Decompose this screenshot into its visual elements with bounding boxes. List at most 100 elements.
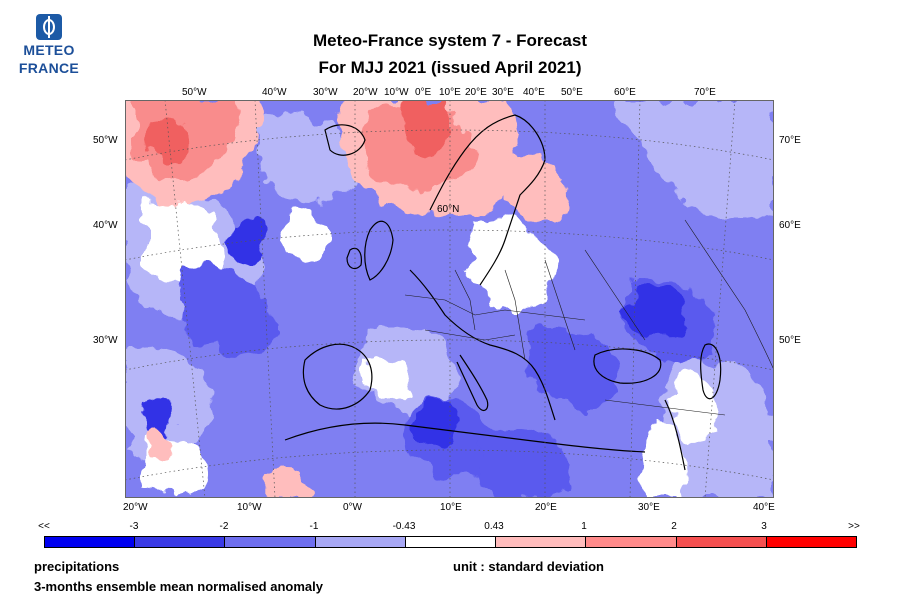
map-top-tick-label: 30°E — [492, 87, 514, 98]
coastline-europe-mainland — [409, 269, 556, 421]
colorbar-cell — [135, 537, 226, 547]
anomaly-white — [642, 420, 689, 498]
anomaly-white — [365, 359, 411, 400]
coastline-iceland-greenland — [324, 124, 366, 156]
map-left-tick-label: 30°W — [93, 335, 118, 346]
anomaly-mid-blue — [180, 268, 277, 358]
country-borders — [404, 219, 774, 416]
variable-label: precipitations — [34, 559, 120, 574]
anomaly-white — [670, 374, 721, 439]
colorbar-cell — [496, 537, 587, 547]
country-border — [454, 269, 476, 331]
coastline-ireland — [346, 247, 362, 270]
colorbar — [44, 536, 857, 548]
anomaly-mid-blue — [525, 328, 621, 409]
colorbar-label: 2 — [671, 521, 677, 532]
anomaly-white — [465, 218, 553, 309]
colorbar-label: >> — [848, 521, 860, 532]
map-bottom-tick-label: 10°E — [440, 502, 462, 513]
map-title: Meteo-France system 7 - Forecast — [313, 31, 587, 50]
coastline-italy — [456, 354, 489, 412]
colorbar-label: -0.43 — [392, 521, 416, 532]
graticule-line — [164, 100, 206, 498]
anomaly-red — [403, 100, 449, 155]
latitude-60n-label: 60°N — [437, 204, 459, 215]
map-bottom-tick-label: 40°E — [753, 502, 775, 513]
coastline-red-sea — [664, 399, 686, 471]
country-border — [684, 219, 774, 371]
map-top-tick-label: 50°E — [561, 87, 583, 98]
logo-text-line2: FRANCE — [18, 60, 80, 76]
graticule-line — [254, 100, 276, 498]
map-bottom-tick-label: 20°W — [123, 502, 148, 513]
anomaly-light-blue — [615, 100, 774, 219]
map-top-tick-label: 10°W — [384, 87, 409, 98]
colorbar-label: -2 — [219, 521, 229, 532]
map-top-tick-label: 40°W — [262, 87, 287, 98]
colorbar-cell — [225, 537, 316, 547]
map-bottom-tick-label: 10°W — [237, 502, 262, 513]
colorbar-cell — [766, 537, 856, 547]
anomaly-strong-blue — [415, 399, 459, 448]
meteo-france-logo-icon — [36, 14, 62, 40]
country-border — [544, 259, 576, 351]
anomaly-strong-blue — [142, 399, 174, 439]
unit-label: unit : standard deviation — [453, 559, 604, 574]
map-bottom-tick-label: 20°E — [535, 502, 557, 513]
map-bottom-tick-label: 30°E — [638, 502, 660, 513]
map-right-tick-label: 70°E — [779, 135, 801, 146]
map-left-tick-label: 40°W — [93, 220, 118, 231]
colorbar-label: -3 — [129, 521, 139, 532]
graticule — [125, 100, 774, 498]
map-right-tick-label: 50°E — [779, 335, 801, 346]
coastline-africa — [284, 422, 646, 453]
map-top-tick-label: 30°W — [313, 87, 338, 98]
anomaly-light-red — [505, 158, 567, 221]
map-top-tick-label: 40°E — [523, 87, 545, 98]
coastline-iberia — [302, 343, 373, 410]
anomaly-mid-blue — [478, 428, 567, 498]
colorbar-label: 1 — [581, 521, 587, 532]
map-top-tick-label: 10°E — [439, 87, 461, 98]
colorbar-cell — [405, 537, 497, 547]
map-top-tick-label: 60°E — [614, 87, 636, 98]
coastline-british-isles — [364, 220, 394, 281]
anomaly-strong-blue — [625, 284, 688, 340]
map-frame — [125, 100, 774, 498]
meteo-france-logo: METEO FRANCE — [14, 14, 84, 86]
map-left-tick-label: 50°W — [93, 135, 118, 146]
colorbar-cell — [586, 537, 677, 547]
country-border — [584, 249, 646, 341]
anomaly-strong-blue — [229, 219, 267, 264]
colorbar-label: -1 — [309, 521, 319, 532]
graticule-line — [629, 100, 641, 498]
logo-text-line1: METEO — [23, 42, 75, 58]
map-bottom-tick-label: 0°W — [343, 502, 362, 513]
coastline-black-sea — [593, 348, 662, 384]
colorbar-cell — [676, 537, 767, 547]
anomaly-fields — [125, 100, 774, 498]
anomaly-light-red — [266, 469, 307, 498]
map-top-tick-label: 70°E — [694, 87, 716, 98]
map-top-tick-label: 20°W — [353, 87, 378, 98]
anomaly-white — [145, 198, 225, 284]
colorbar-label: 0.43 — [484, 521, 504, 532]
map-top-tick-label: 50°W — [182, 87, 207, 98]
map-top-tick-label: 0°E — [415, 87, 432, 98]
coastlines — [284, 114, 722, 471]
colorbar-cell — [315, 537, 406, 547]
anomaly-light-blue — [255, 114, 357, 203]
coastline-caspian — [700, 343, 722, 400]
map-subtitle: For MJJ 2021 (issued April 2021) — [318, 58, 582, 77]
map-top-tick-label: 20°E — [465, 87, 487, 98]
map-right-tick-label: 60°E — [779, 220, 801, 231]
colorbar-cell — [45, 537, 136, 547]
anomaly-red — [147, 119, 191, 160]
country-border — [504, 269, 526, 361]
anomaly-white — [280, 209, 328, 261]
colorbar-label: 3 — [761, 521, 767, 532]
country-border — [404, 294, 586, 321]
anomaly-map: 60°N — [125, 100, 774, 498]
anomaly-light-red — [147, 429, 172, 458]
colorbar-label: << — [38, 521, 50, 532]
